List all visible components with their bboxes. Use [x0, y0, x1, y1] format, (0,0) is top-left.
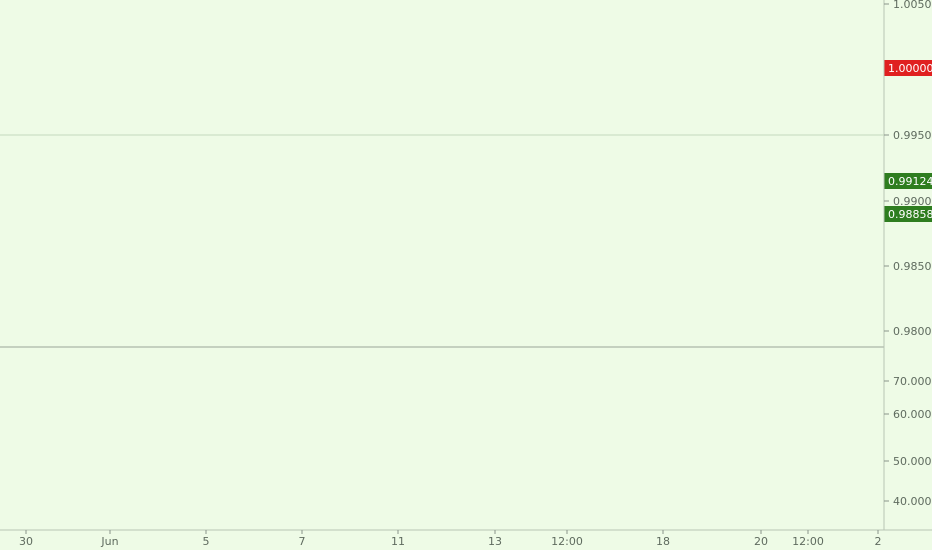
level-price-label: 0.98858 [888, 208, 932, 221]
level-price-label: 0.99124 [888, 175, 932, 188]
rsi-tick-label: 60.0000 [893, 408, 932, 421]
time-tick-label: Jun [100, 535, 118, 548]
time-tick-label: 7 [299, 535, 306, 548]
rsi-tick-label: 40.0000 [893, 495, 932, 508]
rsi-pane-bg [0, 347, 884, 530]
time-tick-label: 20 [754, 535, 768, 548]
time-tick-label: 13 [488, 535, 502, 548]
price-pane-bg [0, 0, 884, 347]
time-tick-label: 2 [875, 535, 882, 548]
time-tick-label: 12:00 [551, 535, 583, 548]
level-price-badge [884, 206, 932, 222]
level-price-label: 1.00000 [888, 62, 932, 75]
time-tick-label: 18 [656, 535, 670, 548]
time-tick-label: 12:00 [792, 535, 824, 548]
time-tick-label: 30 [19, 535, 33, 548]
time-tick-label: 5 [203, 535, 210, 548]
level-price-badge [884, 173, 932, 189]
level-price-badge [884, 60, 932, 76]
price-tick-label: 0.98000 [893, 325, 932, 338]
time-tick-label: 11 [391, 535, 405, 548]
rsi-tick-label: 70.0000 [893, 375, 932, 388]
rsi-tick-label: 50.0000 [893, 455, 932, 468]
